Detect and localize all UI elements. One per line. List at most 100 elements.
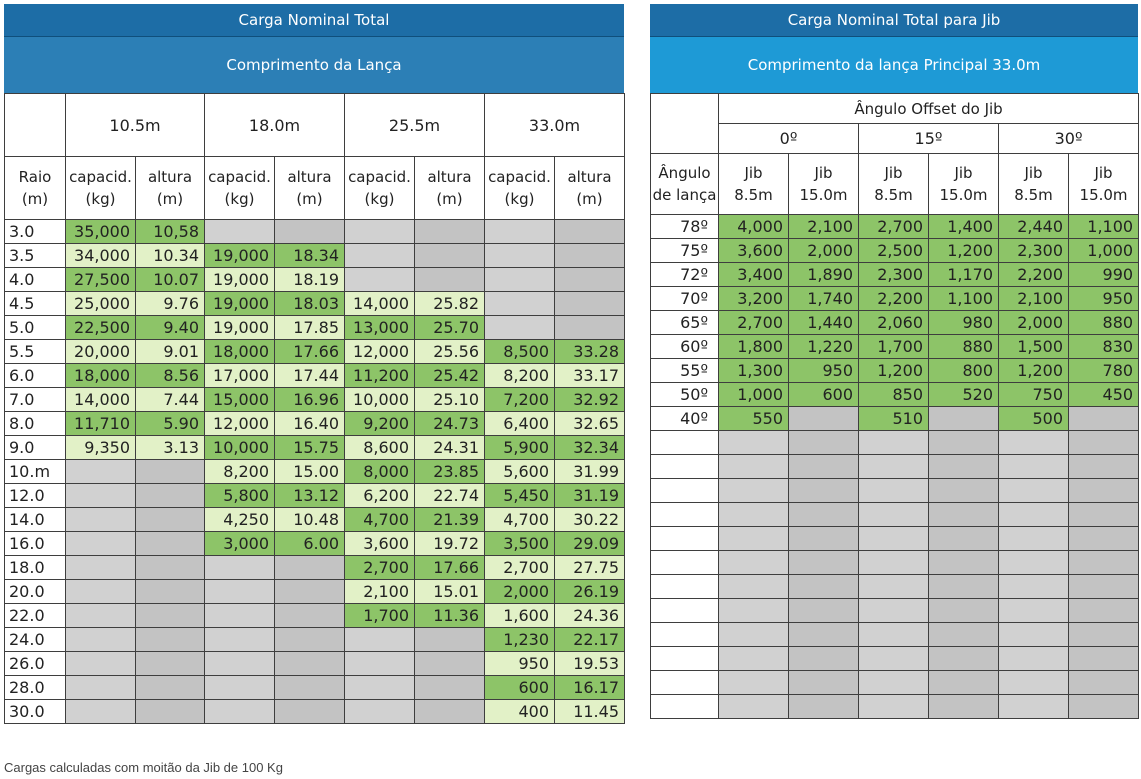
height-cell bbox=[135, 651, 205, 676]
jib-length-header-line: 8.5m bbox=[874, 186, 913, 204]
capacity-header-line: (kg) bbox=[85, 190, 116, 208]
height-cell bbox=[414, 243, 485, 268]
capacity-header-line: (kg) bbox=[364, 190, 395, 208]
jib-capacity-cell bbox=[858, 550, 929, 575]
height-cell: 13.12 bbox=[274, 483, 345, 508]
table-row: 40º 550 510 500 bbox=[650, 406, 1140, 431]
jib-capacity-cell bbox=[718, 598, 789, 623]
capacity-header-line: capacid. bbox=[69, 168, 132, 186]
height-cell: 31.99 bbox=[554, 459, 625, 484]
height-cell: 16.17 bbox=[554, 675, 625, 700]
height-cell bbox=[274, 699, 345, 724]
height-cell: 24.31 bbox=[414, 435, 485, 460]
capacity-cell: 950 bbox=[484, 651, 555, 676]
capacity-cell bbox=[65, 603, 136, 628]
offset-header: Ângulo Offset do Jib bbox=[717, 93, 1140, 124]
jib-capacity-cell: 2,500 bbox=[858, 238, 929, 263]
jib-length-header: Jib 8.5m bbox=[718, 153, 789, 215]
height-cell: 10.34 bbox=[135, 243, 205, 268]
jib-length-header-line: 8.5m bbox=[734, 186, 773, 204]
radius-cell: 26.0 bbox=[4, 651, 66, 676]
jib-capacity-cell bbox=[858, 670, 929, 695]
jib-capacity-cell bbox=[858, 694, 929, 719]
height-cell bbox=[554, 267, 625, 292]
jib-capacity-cell bbox=[718, 646, 789, 671]
height-cell: 15.01 bbox=[414, 579, 485, 604]
jib-table-subtitle: Comprimento da lança Principal 33.0m bbox=[650, 37, 1138, 93]
jib-capacity-cell bbox=[1067, 646, 1140, 671]
height-cell: 23.85 bbox=[414, 459, 485, 484]
height-header-line: (m) bbox=[576, 190, 603, 208]
jib-capacity-cell: 2,060 bbox=[858, 310, 929, 335]
jib-length-header-line: Jib bbox=[1094, 164, 1113, 182]
height-cell bbox=[414, 219, 485, 244]
jib-capacity-cell bbox=[928, 670, 999, 695]
jib-length-header: Jib 15.0m bbox=[788, 153, 859, 215]
height-header-line: (m) bbox=[436, 190, 463, 208]
jib-capacity-cell: 1,800 bbox=[718, 334, 789, 359]
capacity-cell: 5,600 bbox=[484, 459, 555, 484]
height-cell: 32.92 bbox=[554, 387, 625, 412]
jib-capacity-cell bbox=[928, 574, 999, 599]
length-header: 10.5m bbox=[65, 93, 205, 157]
table-row: 12.0 5,800 13.12 6,200 22.74 5,450 31.19 bbox=[4, 483, 625, 508]
boom-angle-cell bbox=[650, 622, 719, 647]
jib-capacity-cell bbox=[858, 526, 929, 551]
jib-capacity-cell: 2,440 bbox=[998, 214, 1069, 239]
jib-capacity-cell bbox=[1067, 406, 1140, 431]
boom-angle-cell bbox=[650, 454, 719, 479]
jib-capacity-cell: 1,890 bbox=[788, 262, 859, 287]
table-row: 50º 1,000 600 850 520 750 450 bbox=[650, 382, 1140, 407]
capacity-cell bbox=[204, 603, 275, 628]
jib-capacity-cell: 1,700 bbox=[858, 334, 929, 359]
capacity-cell: 5,450 bbox=[484, 483, 555, 508]
jib-capacity-cell bbox=[998, 694, 1069, 719]
table-row: 55º 1,300 950 1,200 800 1,200 780 bbox=[650, 358, 1140, 383]
capacity-cell bbox=[484, 219, 555, 244]
capacity-header-line: (kg) bbox=[504, 190, 535, 208]
height-cell: 10.48 bbox=[274, 507, 345, 532]
jib-capacity-cell bbox=[998, 550, 1069, 575]
capacity-cell: 19,000 bbox=[204, 267, 275, 292]
boom-angle-header: Ângulo de lança bbox=[650, 153, 719, 215]
capacity-cell: 2,100 bbox=[344, 579, 415, 604]
length-header: 18.0m bbox=[204, 93, 345, 157]
table-row: 24.0 1,230 22.17 bbox=[4, 627, 625, 652]
jib-capacity-cell: 3,400 bbox=[718, 262, 789, 287]
jib-capacity-cell bbox=[1067, 574, 1140, 599]
jib-capacity-cell: 950 bbox=[1067, 286, 1140, 311]
jib-capacity-cell bbox=[1067, 670, 1140, 695]
capacity-cell bbox=[344, 699, 415, 724]
boom-angle-cell bbox=[650, 694, 719, 719]
height-cell bbox=[274, 675, 345, 700]
jib-capacity-cell: 1,170 bbox=[928, 262, 999, 287]
jib-capacity-cell bbox=[998, 526, 1069, 551]
radius-cell: 3.0 bbox=[4, 219, 66, 244]
capacity-cell: 6,200 bbox=[344, 483, 415, 508]
jib-capacity-cell: 1,740 bbox=[788, 286, 859, 311]
height-cell: 6.00 bbox=[274, 531, 345, 556]
jib-capacity-cell bbox=[928, 622, 999, 647]
jib-capacity-cell: 1,300 bbox=[718, 358, 789, 383]
capacity-cell bbox=[344, 675, 415, 700]
height-cell bbox=[135, 627, 205, 652]
capacity-header-line: (kg) bbox=[224, 190, 255, 208]
table-row bbox=[650, 574, 1140, 599]
jib-capacity-cell: 2,700 bbox=[858, 214, 929, 239]
jib-capacity-cell bbox=[858, 478, 929, 503]
jib-capacity-cell: 520 bbox=[928, 382, 999, 407]
jib-capacity-cell: 1,400 bbox=[928, 214, 999, 239]
capacity-header: capacid. (kg) bbox=[204, 156, 275, 220]
capacity-header: capacid. (kg) bbox=[344, 156, 415, 220]
boom-angle-cell: 75º bbox=[650, 238, 719, 263]
jib-capacity-cell: 1,220 bbox=[788, 334, 859, 359]
height-cell: 15.00 bbox=[274, 459, 345, 484]
jib-capacity-cell: 1,000 bbox=[1067, 238, 1140, 263]
jib-capacity-cell bbox=[1067, 430, 1140, 455]
jib-length-header-line: 15.0m bbox=[939, 186, 988, 204]
radius-cell: 14.0 bbox=[4, 507, 66, 532]
height-cell: 9.76 bbox=[135, 291, 205, 316]
table-row: 60º 1,800 1,220 1,700 880 1,500 830 bbox=[650, 334, 1140, 359]
radius-cell: 20.0 bbox=[4, 579, 66, 604]
capacity-cell bbox=[204, 651, 275, 676]
